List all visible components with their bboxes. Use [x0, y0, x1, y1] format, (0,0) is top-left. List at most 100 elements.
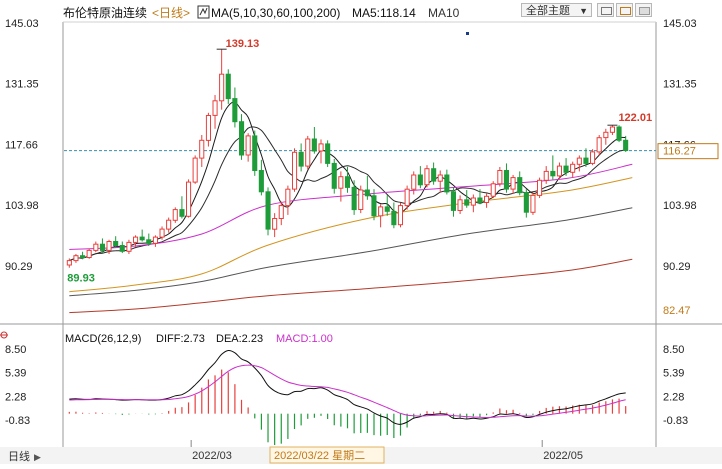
candle-body: [364, 189, 370, 197]
candle-body: [86, 249, 92, 258]
candle-body: [457, 199, 463, 212]
candle-body: [292, 151, 298, 190]
settings-button[interactable]: [635, 3, 652, 17]
candle-body: [152, 236, 158, 244]
candle-body: [278, 205, 284, 220]
theme-select-label: 全部主题: [526, 5, 570, 17]
price-y-tick-right: 145.03: [663, 18, 697, 30]
candle-body: [252, 135, 258, 171]
marker-dot: [466, 32, 469, 35]
candle-body: [444, 174, 450, 193]
ma-line-ma30: [69, 163, 633, 250]
price-y-tick-left: 103.98: [5, 200, 39, 212]
candle-body: [510, 177, 516, 190]
candle-body: [239, 121, 245, 156]
candle-body: [616, 126, 622, 141]
candle-body: [570, 163, 576, 173]
ma-params-label: MA(5,10,30,60,100,200): [211, 6, 340, 20]
price-y-tick-left: 117.66: [5, 140, 38, 152]
candle-body: [298, 151, 304, 167]
axis-label-layer: 145.03145.03131.35131.35117.66117.66103.…: [5, 18, 719, 462]
candle-body: [517, 177, 523, 194]
candle-body: [590, 151, 596, 164]
cursor-date-label: 2022/03/22 星期二: [274, 449, 365, 462]
candle-body: [285, 188, 291, 207]
chevron-down-icon: ▼: [579, 6, 588, 16]
candle-body: [258, 170, 264, 193]
macd-diff-line: [69, 349, 626, 425]
candle-body: [311, 138, 317, 152]
theme-select[interactable]: 全部主题 ▼: [521, 3, 592, 17]
moving-average-layer: [69, 101, 633, 314]
macd-layer: [68, 349, 627, 446]
candle-body: [172, 209, 178, 221]
candle-body: [424, 168, 430, 186]
x-tick-label: 2022/03: [192, 450, 232, 462]
macd-diff-label: DIFF:2.73: [156, 333, 205, 345]
macd-dea-line: [69, 364, 626, 419]
macd-y-tick-left: 5.39: [5, 368, 26, 380]
candle-body: [470, 197, 476, 206]
candlestick-layer: [66, 49, 629, 268]
candle-body: [477, 197, 483, 203]
candle-body: [378, 206, 384, 217]
macd-y-tick-left: 8.50: [5, 344, 26, 356]
candle-body: [272, 218, 278, 230]
cursor-date-box: [269, 446, 385, 464]
candle-body: [219, 73, 225, 102]
candle-body: [146, 239, 152, 244]
color-button[interactable]: [616, 3, 633, 17]
candle-body: [464, 199, 470, 206]
macd-y-tick-right: -0.83: [663, 415, 688, 427]
macd-y-tick-right: 8.50: [663, 344, 684, 356]
candle-body: [232, 98, 238, 123]
candle-body: [99, 243, 106, 251]
candle-body: [537, 179, 543, 196]
macd-y-tick-left: 2.28: [5, 391, 26, 403]
period-selector[interactable]: 日线: [8, 449, 30, 463]
candle-body: [556, 165, 563, 177]
candle-body: [73, 255, 79, 262]
chart-title: 布伦特原油连续: [63, 5, 147, 20]
macd-y-tick-right: 5.39: [663, 368, 684, 380]
candle-body: [106, 241, 112, 251]
candle-body: [523, 192, 529, 213]
candle-body: [431, 168, 437, 182]
crosshair-toggle-icon[interactable]: [0, 331, 8, 339]
candle-body: [397, 205, 403, 226]
layout-button[interactable]: [597, 3, 614, 17]
candle-body: [325, 143, 331, 164]
grid-layer: [0, 21, 722, 447]
candle-body: [497, 170, 503, 185]
candle-body: [318, 143, 324, 152]
candle-body: [391, 210, 397, 226]
ma-line-ma100: [69, 207, 633, 297]
candle-body: [212, 100, 218, 116]
candle-body: [404, 188, 410, 207]
candle-body: [265, 191, 271, 230]
candle-body: [371, 195, 377, 217]
candle-body: [126, 241, 132, 252]
candle-body: [179, 209, 185, 217]
candle-body: [338, 176, 344, 189]
layout-icon: [601, 7, 612, 15]
price-y-tick-right: 90.29: [663, 261, 691, 273]
period-selector-arrow-icon[interactable]: ▶: [34, 452, 41, 462]
price-y-tick-right: 103.98: [663, 200, 697, 212]
candle-body: [417, 174, 423, 186]
candle-body: [358, 189, 364, 210]
high-annotation: 139.13: [226, 38, 260, 50]
settings-icon: [639, 7, 650, 15]
candle-body: [93, 243, 99, 251]
ma-toggle-icon[interactable]: [197, 5, 210, 19]
candle-body: [550, 170, 556, 177]
period-tag[interactable]: <日线>: [152, 6, 190, 20]
candle-body: [192, 157, 198, 183]
low-annotation: 89.93: [67, 273, 95, 285]
ma-line-ma200: [69, 258, 633, 314]
ma10-label: MA10: [428, 6, 460, 20]
candle-body: [331, 162, 337, 189]
macd-y-tick-right: 2.28: [663, 391, 684, 403]
